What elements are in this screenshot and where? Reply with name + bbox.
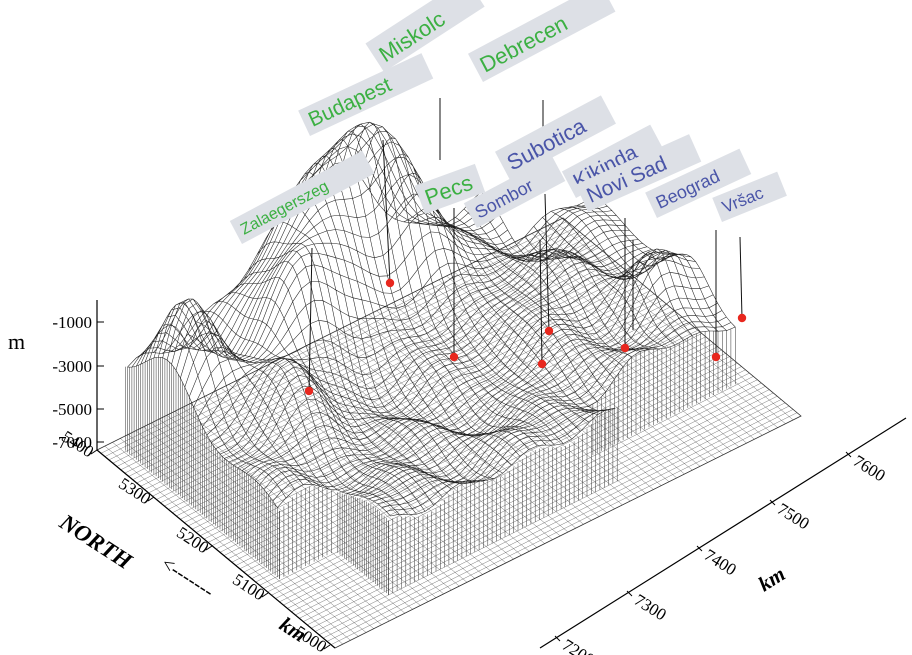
x-tick-label: 7300 — [631, 590, 670, 624]
city-label-box — [414, 163, 486, 214]
y-tick-label: 5200 — [173, 523, 212, 557]
city-leader-lines — [308, 98, 743, 392]
leader-line-sombor — [539, 239, 543, 365]
city-label-box — [365, 0, 485, 72]
x-tick-mark — [554, 635, 561, 642]
skirt-hatch-lines — [125, 327, 736, 595]
x-axis-line — [539, 417, 907, 649]
city-label-debrecen: Debrecen — [467, 0, 616, 82]
leader-line-vrac — [739, 236, 743, 319]
y-axis-line — [96, 449, 336, 649]
y-tick-mark — [323, 644, 331, 650]
city-marker-zalaegerszeg — [304, 386, 314, 396]
x-tick-label: 7500 — [774, 499, 813, 533]
city-marker-budapest — [385, 278, 395, 288]
city-label-box — [712, 171, 787, 222]
y-tick-label: 5300 — [115, 474, 154, 508]
city-label-box — [298, 53, 434, 136]
city-labels: Miskolc DebrecenBudapestPecsZalaegerszegS… — [229, 0, 787, 244]
x-tick-mark — [696, 545, 703, 552]
city-label-box — [494, 95, 616, 180]
y-tick-mark — [147, 496, 155, 502]
x-tick-label: 7200 — [559, 635, 598, 655]
city-label-box — [645, 148, 752, 218]
city-label-box — [575, 134, 702, 212]
city-marker-beograd — [711, 352, 721, 362]
leader-line-zalaegerszeg — [308, 247, 313, 392]
z-axis-unit: m — [8, 329, 25, 354]
city-marker-vrac — [737, 313, 747, 323]
city-label-budapest: Budapest — [298, 53, 434, 136]
y-tick-mark — [205, 545, 213, 551]
terrain-skirt-walls — [125, 327, 736, 595]
city-markers — [304, 278, 747, 396]
z-axis: -1000 -3000 -5000 -7000 m — [8, 300, 104, 452]
z-tick-label: -1000 — [52, 313, 92, 332]
y-tick-label: 5100 — [229, 570, 268, 604]
z-tick-label: -3000 — [52, 357, 92, 376]
z-tick-label: -5000 — [52, 400, 92, 419]
city-marker-subotica — [544, 326, 554, 336]
city-label-box — [229, 150, 375, 244]
x-axis-unit: km — [754, 562, 789, 597]
leader-line-budapest — [382, 139, 391, 284]
city-marker-pecs — [449, 352, 459, 362]
x-tick-label: 7600 — [850, 451, 889, 485]
z-tick-label: -7000 — [52, 433, 92, 452]
x-axis: 7200 7300 7400 7500 7600 km — [539, 417, 907, 655]
x-tick-mark — [769, 499, 776, 506]
x-tick-mark — [626, 590, 633, 597]
y-axis-label: NORTH — [54, 509, 137, 575]
city-label-box — [467, 0, 616, 82]
x-tick-label: 7400 — [701, 545, 740, 579]
y-tick-mark — [261, 592, 269, 598]
city-marker-kikinda — [620, 343, 630, 353]
leader-line-subotica — [544, 193, 550, 332]
y-tick-mark — [90, 449, 98, 455]
city-marker-sombor — [537, 359, 547, 369]
city-label-zalaegerszeg: Zalaegerszeg — [229, 150, 375, 244]
city-label-box — [463, 156, 566, 228]
x-tick-mark — [845, 451, 852, 458]
y-axis-arrow: <------- — [157, 553, 218, 603]
